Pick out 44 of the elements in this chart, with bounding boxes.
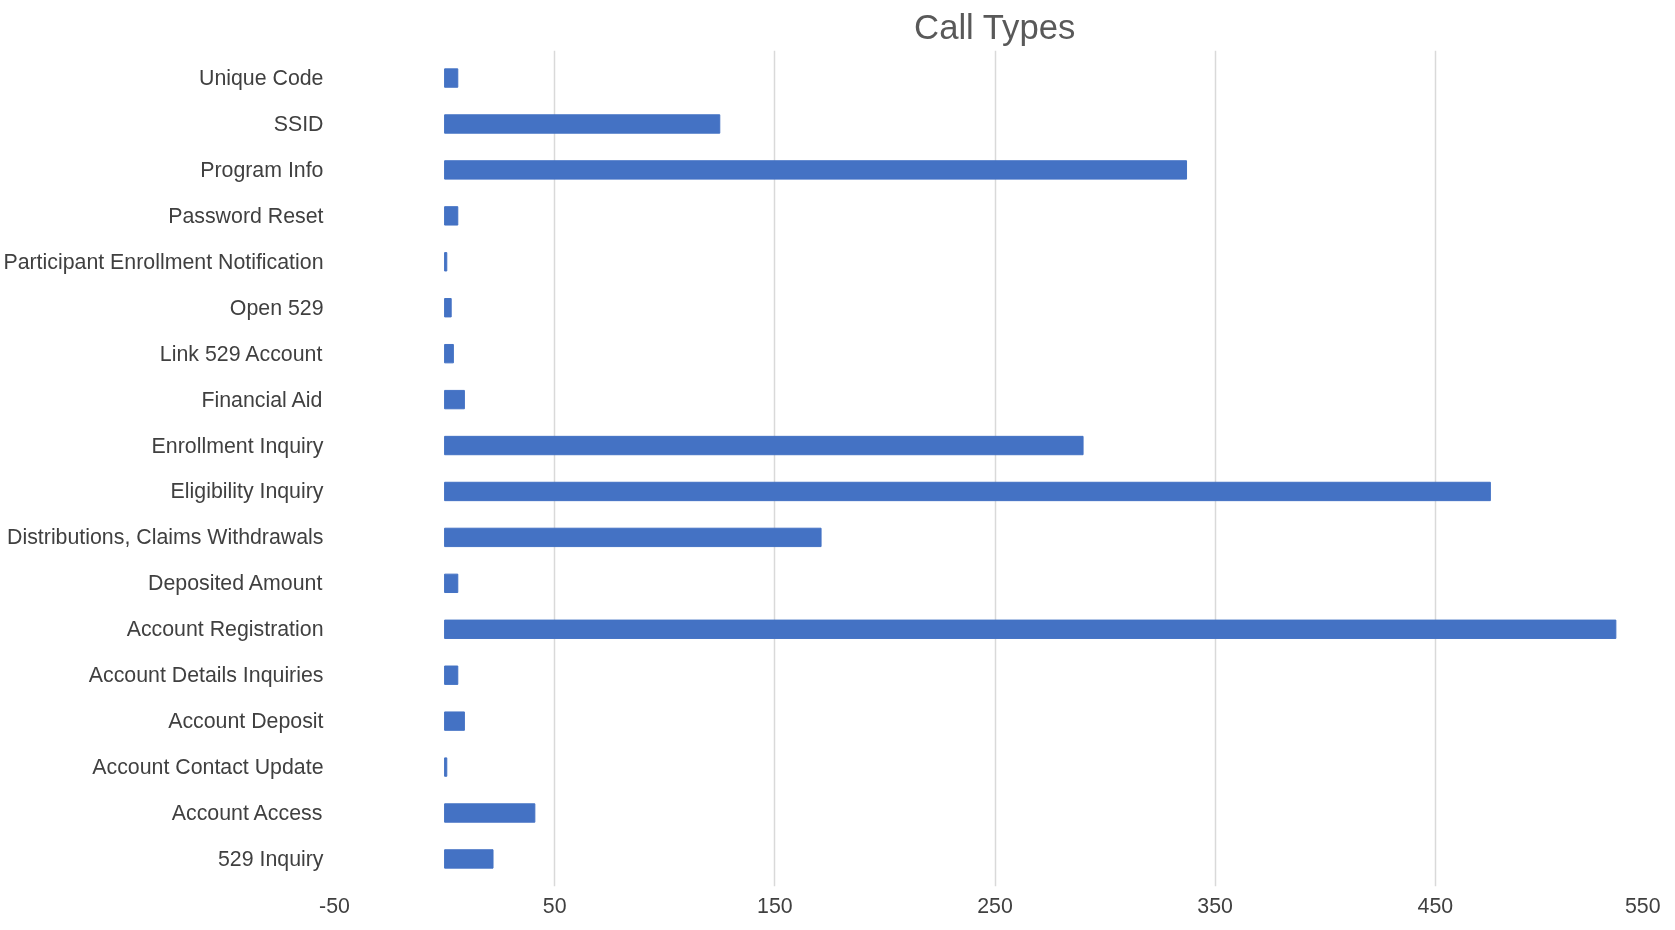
y-tick-label: Unique Code	[199, 66, 324, 91]
y-tick-label: SSID	[273, 111, 324, 136]
bar	[444, 389, 465, 410]
bar	[444, 665, 459, 685]
bar	[444, 298, 452, 318]
y-tick-label: Eligibility Inquiry	[170, 479, 324, 504]
chart-title: Call Types	[914, 7, 1076, 46]
bar	[444, 849, 494, 869]
y-tick-label: Financial Aid	[201, 387, 323, 412]
x-tick-label: 450	[1417, 893, 1454, 918]
y-tick-label: Open 529	[229, 295, 324, 320]
y-tick-label: Enrollment Inquiry	[151, 433, 324, 458]
bar	[444, 435, 1084, 456]
y-tick-label: Account Details Inquiries	[88, 663, 324, 688]
x-tick-label: 350	[1197, 893, 1234, 918]
bar	[444, 573, 459, 594]
bar	[444, 481, 1491, 502]
bar	[444, 757, 448, 777]
x-tick-label: 150	[757, 893, 793, 918]
x-tick-label: 50	[542, 893, 567, 918]
y-tick-label: Link 529 Account	[159, 341, 323, 366]
bar	[444, 160, 1188, 180]
y-tick-label: Program Info	[200, 157, 324, 182]
bar	[444, 68, 459, 88]
bar	[444, 711, 465, 731]
bar	[444, 114, 721, 134]
y-tick-label: Participant Enrollment Notification	[3, 249, 324, 274]
bar	[444, 619, 1617, 639]
bar	[444, 803, 536, 823]
bar	[444, 252, 448, 272]
y-tick-label: Account Contact Update	[92, 755, 324, 780]
bar	[444, 206, 459, 226]
y-tick-label: Account Registration	[126, 617, 324, 642]
bar	[444, 527, 822, 548]
y-tick-label: Account Access	[171, 801, 323, 826]
bar	[444, 343, 454, 364]
y-tick-label: Deposited Amount	[148, 571, 323, 596]
x-tick-label: 250	[977, 893, 1013, 918]
y-tick-label: Account Deposit	[168, 709, 324, 734]
y-tick-label: Password Reset	[168, 203, 324, 228]
x-tick-label: 550	[1624, 893, 1661, 918]
x-tick-label: -50	[319, 893, 351, 918]
y-tick-label: Distributions, Claims Withdrawals	[7, 525, 324, 550]
y-tick-label: 529 Inquiry	[217, 846, 324, 871]
